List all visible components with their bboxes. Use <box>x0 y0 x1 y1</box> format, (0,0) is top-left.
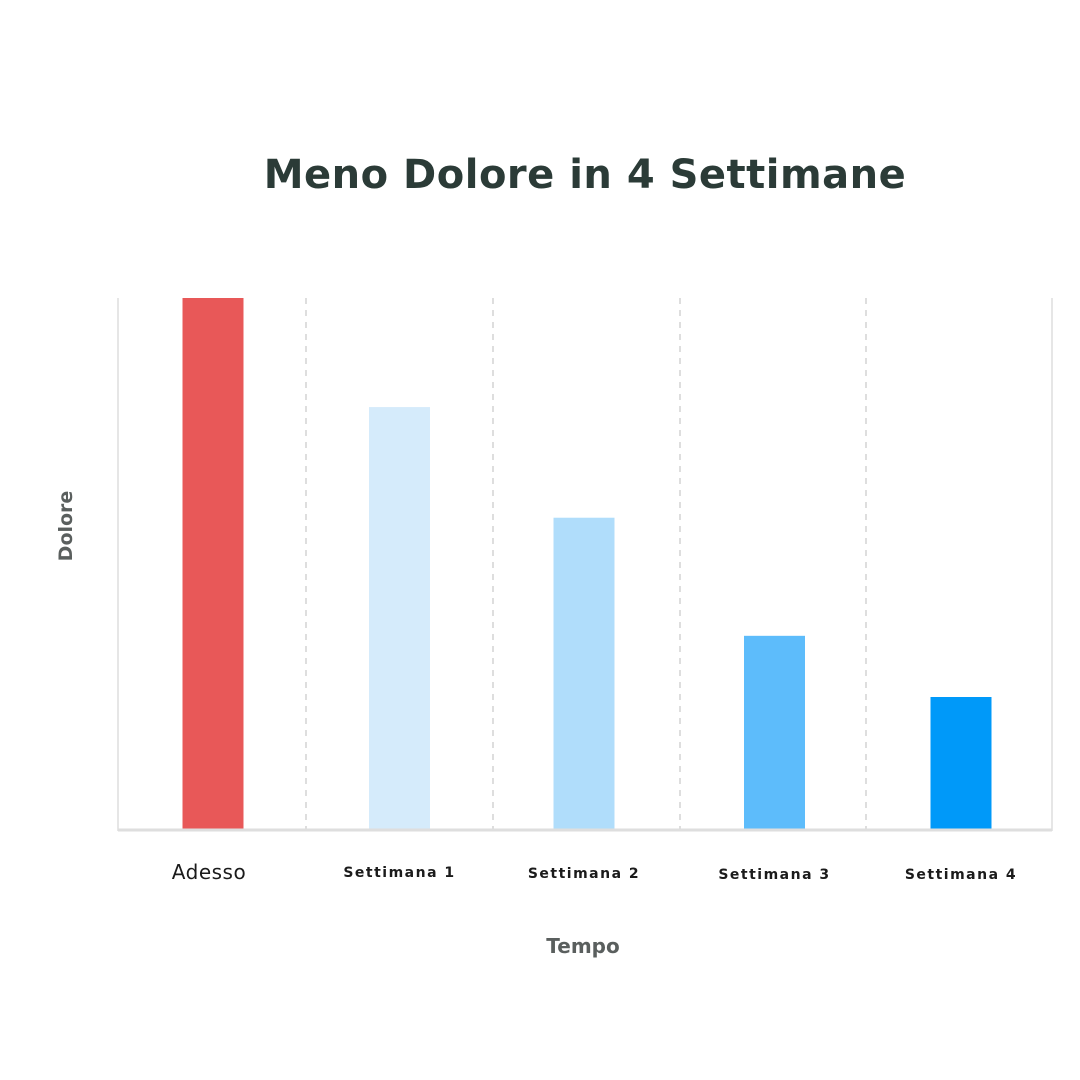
chart-title: Meno Dolore in 4 Settimane <box>263 152 907 198</box>
grid-layer <box>305 298 867 830</box>
x-tick-label-5: Settimana 4 <box>905 867 1017 883</box>
bar-5 <box>930 697 992 830</box>
bars-layer <box>182 298 992 830</box>
bar-3 <box>553 517 615 830</box>
bar-1 <box>182 298 244 830</box>
x-tick-label-4: Settimana 3 <box>718 867 830 883</box>
bar-4 <box>744 635 805 830</box>
x-tick-label-3: Settimana 2 <box>528 866 640 882</box>
x-tick-label-1: Adesso <box>172 860 246 884</box>
axes-layer <box>117 298 1053 832</box>
y-axis-label: Dolore <box>55 491 77 562</box>
ticks-layer: Adesso Settimana 1 Settimana 2 Settimana 3 S… <box>172 860 1017 884</box>
bar-2 <box>369 407 430 830</box>
x-tick-label-2: Settimana 1 <box>343 865 455 881</box>
x-axis-label: Tempo <box>546 934 619 958</box>
